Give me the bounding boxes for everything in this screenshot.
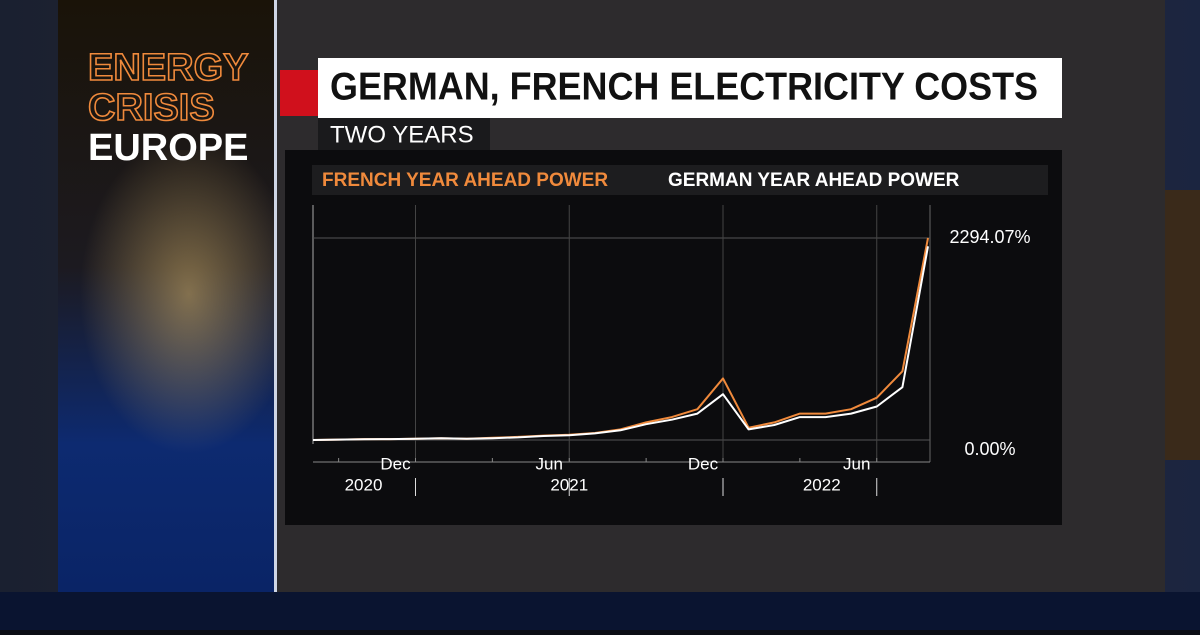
x-year-label: 2020	[345, 475, 383, 494]
sidebar-line: ENERGY	[88, 47, 248, 89]
title-bar	[318, 58, 1062, 118]
x-tick-label: Jun	[843, 454, 870, 473]
city-lights	[58, 150, 276, 470]
y-tick-label: 2294.07%	[949, 227, 1030, 247]
series-line	[312, 246, 929, 441]
legend-entry: FRENCH YEAR AHEAD POWER	[322, 170, 608, 191]
sidebar-line: CRISIS	[88, 87, 215, 129]
panel-divider	[274, 0, 277, 592]
y-tick-label: 0.00%	[964, 439, 1015, 459]
x-tick-label: Dec	[688, 454, 719, 473]
x-tick-label: Jun	[536, 454, 563, 473]
x-year-label: 2021	[550, 475, 588, 494]
sidebar-line: EUROPE	[88, 127, 248, 169]
x-year-label: 2022	[803, 475, 841, 494]
floor	[0, 592, 1200, 630]
studio-wall	[1160, 190, 1200, 460]
chart-subtitle: TWO YEARS	[330, 121, 474, 148]
title-accent	[280, 70, 320, 116]
subtitle-bar	[318, 118, 490, 154]
legend-entry: GERMAN YEAR AHEAD POWER	[668, 170, 960, 191]
chart-title: GERMAN, FRENCH ELECTRICITY COSTS	[330, 65, 1038, 108]
legend-bar	[312, 165, 1048, 195]
x-tick-label: Dec	[380, 454, 411, 473]
